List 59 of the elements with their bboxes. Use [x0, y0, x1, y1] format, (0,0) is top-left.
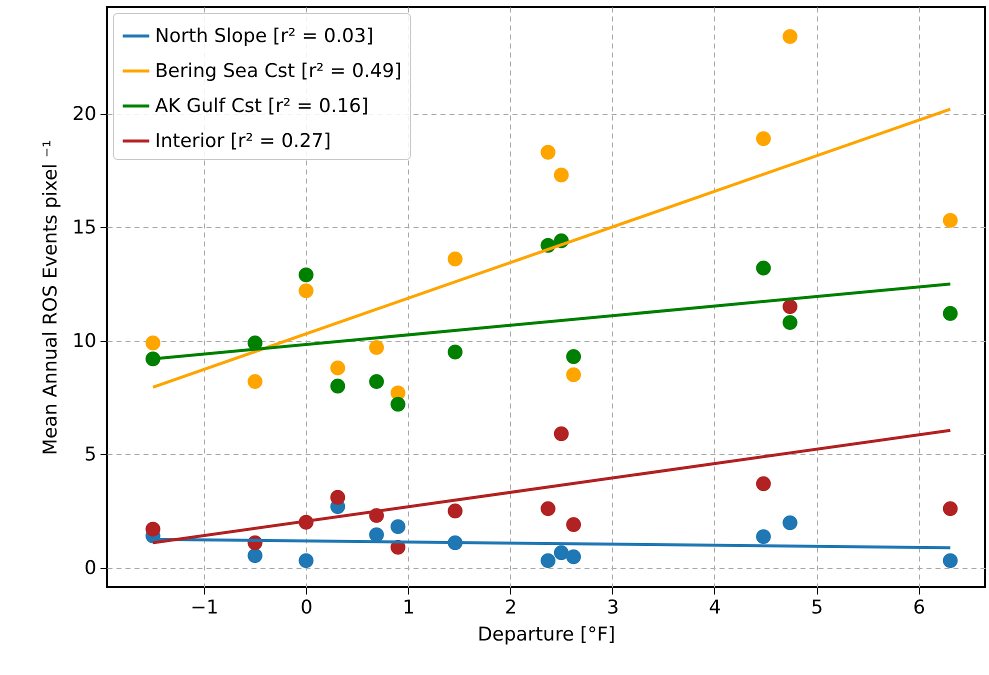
point: [248, 374, 262, 389]
x-tick-label: 0: [300, 596, 313, 618]
point: [448, 252, 463, 266]
legend-label: Interior [r² = 0.27]: [155, 130, 331, 152]
y-axis-title: Mean Annual ROS Events pixel ⁻¹: [39, 140, 62, 456]
point: [369, 374, 384, 389]
point: [942, 553, 958, 568]
y-tick-label: 5: [84, 444, 96, 466]
point: [330, 360, 346, 376]
point: [448, 504, 463, 518]
point: [448, 344, 463, 360]
point: [782, 515, 798, 530]
x-tick-label: 6: [913, 596, 926, 618]
point: [566, 549, 581, 564]
point: [330, 490, 346, 505]
point: [390, 396, 406, 412]
y-tick-label: 0: [84, 557, 96, 580]
y-tick-label: 15: [72, 216, 96, 239]
x-tick-label: 1: [402, 596, 415, 618]
point: [146, 522, 160, 537]
legend-label: North Slope [r² = 0.03]: [155, 25, 374, 47]
point: [566, 367, 581, 382]
point: [540, 144, 556, 160]
point: [756, 529, 771, 544]
y-tick-label: 10: [72, 330, 96, 352]
point: [942, 306, 958, 321]
point: [554, 426, 569, 442]
y-tick-label: 20: [72, 103, 96, 126]
point: [782, 299, 798, 314]
point: [248, 548, 262, 564]
point: [540, 553, 556, 568]
point: [756, 476, 771, 492]
point: [298, 553, 314, 568]
point: [554, 168, 569, 182]
point: [566, 349, 581, 364]
point: [756, 131, 771, 146]
point: [369, 340, 384, 355]
point: [782, 315, 798, 330]
x-tick-label: −1: [190, 596, 218, 618]
point: [566, 517, 581, 532]
x-tick-label: 4: [708, 596, 721, 618]
x-tick-label: 5: [811, 596, 824, 618]
point: [782, 29, 798, 44]
point: [390, 519, 406, 534]
point: [540, 501, 556, 516]
point: [756, 260, 771, 276]
point: [330, 378, 346, 394]
x-tick-label: 2: [504, 596, 517, 618]
point: [146, 336, 160, 350]
x-axis-title: Departure [°F]: [478, 624, 616, 646]
point: [298, 267, 314, 282]
x-tick-label: 3: [606, 596, 619, 618]
point: [942, 501, 958, 516]
legend-label: AK Gulf Cst [r² = 0.16]: [155, 95, 368, 117]
point: [554, 545, 569, 560]
point: [942, 212, 958, 228]
legend-label: Bering Sea Cst [r² = 0.49]: [155, 60, 402, 82]
point: [298, 283, 314, 298]
point: [369, 527, 384, 542]
